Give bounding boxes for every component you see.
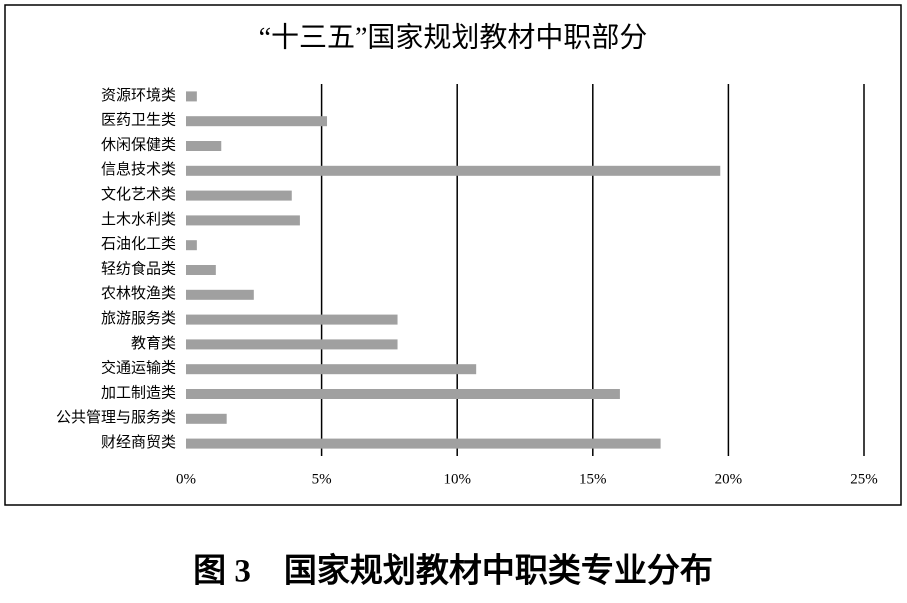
bar xyxy=(186,215,300,226)
bar xyxy=(186,116,328,127)
y-tick-label: 医药卫生类 xyxy=(101,112,176,129)
y-tick-label: 农林牧渔类 xyxy=(101,285,176,302)
x-tick-label: 20% xyxy=(715,471,743,487)
y-tick-label: 信息技术类 xyxy=(101,161,176,178)
y-tick-label: 土木水利类 xyxy=(101,211,176,228)
bar xyxy=(186,265,216,275)
y-tick-label: 交通运输类 xyxy=(101,359,176,377)
chart-title: “十三五”国家规划教材中职部分 xyxy=(259,21,648,53)
bar xyxy=(186,289,254,300)
y-tick-label: 石油化工类 xyxy=(101,236,176,253)
bar xyxy=(186,91,197,102)
bar xyxy=(186,339,398,350)
y-tick-label: 资源环境类 xyxy=(101,86,176,104)
y-tick-label: 财经商贸类 xyxy=(101,434,176,451)
bar xyxy=(186,240,197,251)
y-tick-label: 旅游服务类 xyxy=(101,310,176,327)
y-tick-label: 文化艺术类 xyxy=(101,186,176,203)
x-tick-label: 25% xyxy=(850,471,878,487)
x-tick-label: 0% xyxy=(176,471,196,487)
bar xyxy=(186,141,222,151)
x-tick-label: 5% xyxy=(312,471,332,487)
x-tick-label: 15% xyxy=(579,471,607,487)
bar xyxy=(186,314,398,325)
bar xyxy=(186,165,721,176)
y-tick-label: 加工制造类 xyxy=(101,384,176,401)
bar xyxy=(186,438,661,449)
y-tick-label: 公共管理与服务类 xyxy=(56,409,176,426)
bar xyxy=(186,190,292,201)
y-tick-label: 教育类 xyxy=(131,335,176,352)
bar xyxy=(186,413,227,424)
y-tick-label: 休闲保健类 xyxy=(101,136,176,153)
x-tick-label: 10% xyxy=(443,471,471,487)
figure-caption: 图 3 国家规划教材中职类专业分布 xyxy=(193,553,713,590)
bar xyxy=(186,364,477,375)
y-tick-label: 轻纺食品类 xyxy=(101,260,176,277)
bar xyxy=(186,389,620,399)
chart-frame xyxy=(4,4,902,506)
